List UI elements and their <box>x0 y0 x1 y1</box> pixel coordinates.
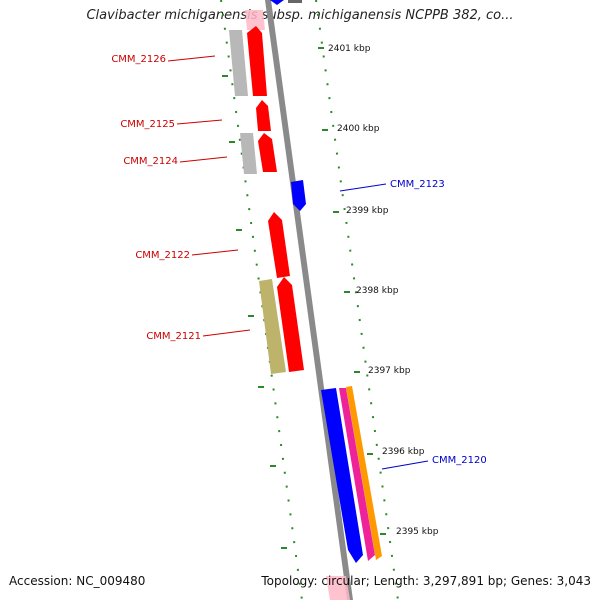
scale-labels: 2401 kbp 2400 kbp 2399 kbp 2398 kbp 2397… <box>328 44 439 537</box>
backbone-line <box>265 0 353 600</box>
scale-label: 2399 kbp <box>346 206 389 216</box>
gene-label-cmm-2120[interactable]: CMM_2120 <box>432 455 487 466</box>
cds-arrow[interactable] <box>346 386 382 560</box>
cds-features <box>229 26 382 563</box>
pointer-line <box>176 119 223 125</box>
topology-info: Topology: circular; Length: 3,297,891 bp… <box>261 574 591 588</box>
scale-label: 2401 kbp <box>328 44 371 54</box>
scale-label: 2400 kbp <box>337 124 380 134</box>
pointer-line <box>191 249 239 256</box>
cds-arrow[interactable] <box>288 0 302 3</box>
cds-arrow[interactable] <box>259 279 286 374</box>
label-pointers <box>167 55 429 470</box>
cds-arrow[interactable] <box>240 133 257 174</box>
scale-label: 2395 kbp <box>396 527 439 537</box>
cds-arrow[interactable] <box>256 100 271 131</box>
cds-arrow[interactable] <box>258 133 277 172</box>
cds-arrow[interactable] <box>247 26 267 96</box>
highlight-region <box>245 10 265 30</box>
cds-arrow[interactable] <box>339 388 375 561</box>
outer-track-ticks <box>318 47 386 535</box>
accession-info: Accession: NC_009480 <box>9 574 146 588</box>
scale-label: 2396 kbp <box>382 447 425 457</box>
cds-arrow[interactable] <box>270 0 284 5</box>
gene-label-cmm-2121[interactable]: CMM_2121 <box>146 331 201 342</box>
gene-label-cmm-2122[interactable]: CMM_2122 <box>135 250 190 261</box>
inner-dotted-track <box>220 0 303 600</box>
highlight-region <box>326 576 350 600</box>
gene-label-cmm-2124[interactable]: CMM_2124 <box>123 156 178 167</box>
cds-arrow[interactable] <box>229 30 248 96</box>
scale-label: 2397 kbp <box>368 366 411 376</box>
cds-arrow[interactable] <box>277 277 304 372</box>
cds-arrow[interactable] <box>291 180 306 211</box>
track-dotted-lines <box>220 0 399 600</box>
genome-backbone <box>265 0 353 600</box>
top-partial-features <box>270 0 302 5</box>
gene-label-cmm-2125[interactable]: CMM_2125 <box>120 119 175 130</box>
gene-labels: CMM_2126 CMM_2125 CMM_2124 CMM_2123 CMM_… <box>111 54 486 466</box>
map-title: Clavibacter michiganensis subsp. michiga… <box>86 8 514 23</box>
gene-label-cmm-2123[interactable]: CMM_2123 <box>390 179 445 190</box>
pointer-line <box>179 156 228 163</box>
outer-dotted-track <box>315 0 399 600</box>
pointer-line <box>167 55 216 62</box>
cds-arrow[interactable] <box>321 388 363 563</box>
gene-label-cmm-2126[interactable]: CMM_2126 <box>111 54 166 65</box>
highlight-regions <box>245 10 350 600</box>
pointer-line <box>202 329 251 337</box>
inner-track-ticks <box>222 75 287 549</box>
cds-arrow[interactable] <box>268 212 290 278</box>
pointer-line <box>339 183 387 192</box>
pointer-line <box>381 460 429 470</box>
scale-label: 2398 kbp <box>356 286 399 296</box>
